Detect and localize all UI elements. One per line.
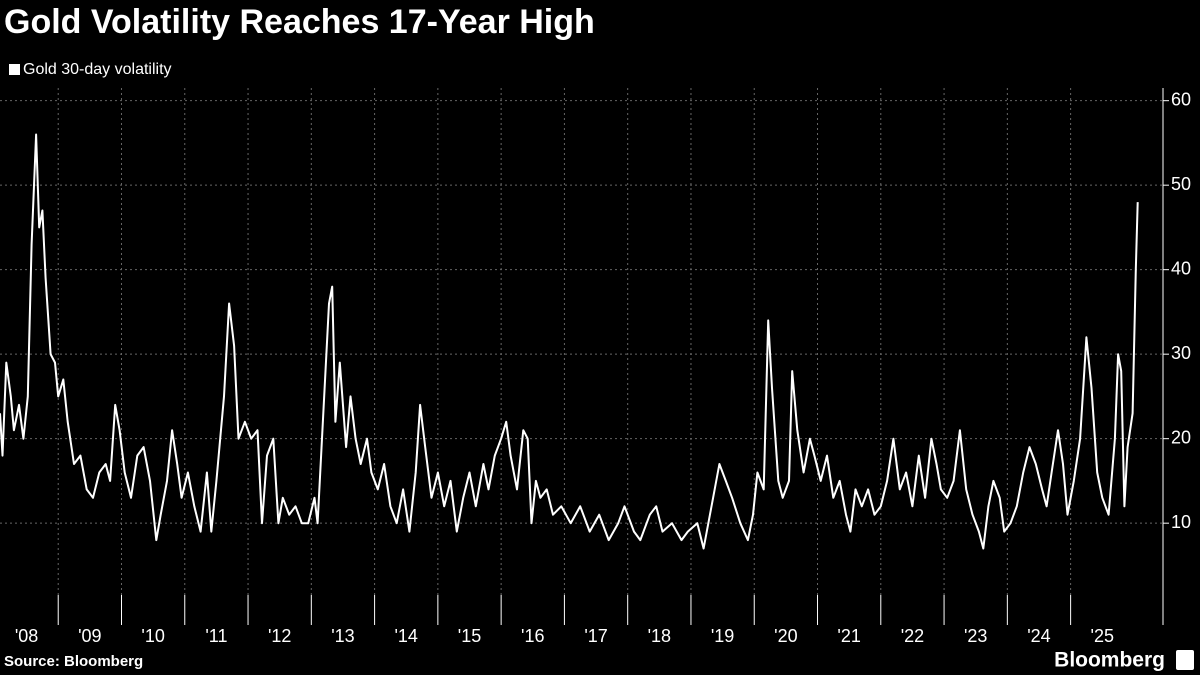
x-tick-label: '19 (711, 626, 734, 646)
x-tick-label: '21 (837, 626, 860, 646)
x-tick-label: '10 (141, 626, 164, 646)
x-tick-label: '22 (901, 626, 924, 646)
source: Source: Bloomberg (4, 653, 143, 670)
x-tick-label: '24 (1027, 626, 1050, 646)
brand: Bloomberg (1054, 649, 1165, 672)
y-tick-label: 10 (1171, 512, 1191, 532)
legend-label: Gold 30-day volatility (23, 61, 172, 78)
legend-swatch (9, 64, 20, 75)
x-tick-label: '20 (774, 626, 797, 646)
y-tick-label: 40 (1171, 258, 1191, 278)
x-tick-label: '09 (78, 626, 101, 646)
x-tick-label: '23 (964, 626, 987, 646)
line (0, 133, 1139, 550)
x-tick-label: '15 (458, 626, 481, 646)
x-tick-label: '08 (15, 626, 38, 646)
x-tick-label: '12 (268, 626, 291, 646)
y-tick-label: 20 (1171, 427, 1191, 447)
x-tick-label: '11 (205, 626, 227, 646)
y-tick-label: 50 (1171, 174, 1191, 194)
x-tick-label: '17 (584, 626, 607, 646)
x-tick-label: '16 (521, 626, 544, 646)
chart-title: Gold Volatility Reaches 17-Year High (4, 3, 595, 41)
y-tick-label: 60 (1171, 89, 1191, 109)
x-tick-label: '18 (648, 626, 671, 646)
x-tick-label: '25 (1091, 626, 1114, 646)
brand-icon (1176, 650, 1194, 670)
x-tick-label: '14 (394, 626, 417, 646)
x-tick-label: '13 (331, 626, 354, 646)
y-tick-label: 30 (1171, 343, 1191, 363)
